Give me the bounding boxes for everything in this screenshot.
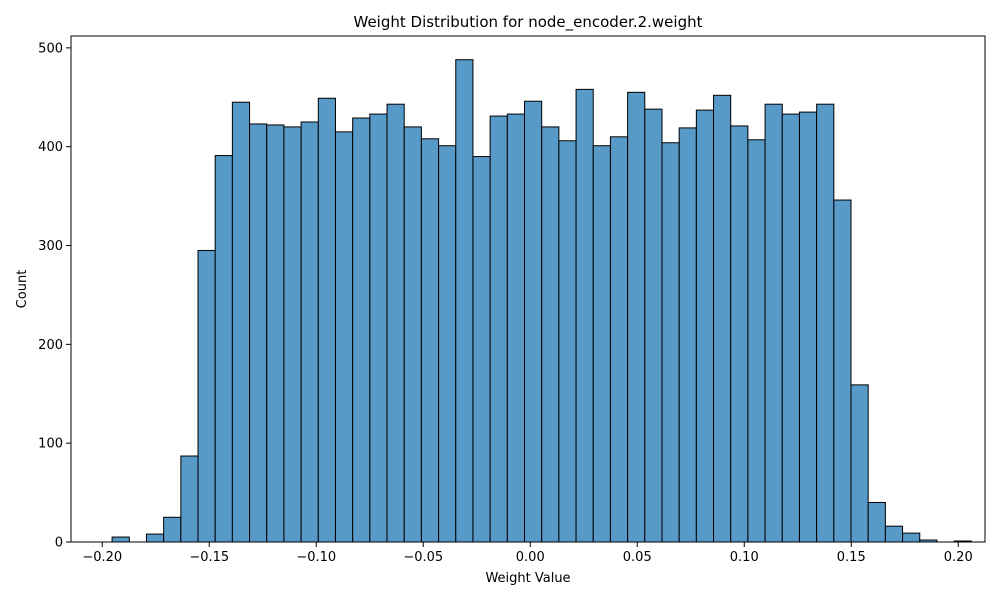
x-tick-label: 0.05 (623, 550, 652, 565)
histogram-bar (541, 126, 560, 543)
y-tick-label: 0 (55, 536, 63, 551)
plot-frame (70, 35, 986, 543)
histogram-bar (438, 145, 457, 543)
y-tick-label: 300 (38, 239, 63, 254)
histogram-bar (489, 115, 508, 543)
x-axis-label: Weight Value (485, 571, 570, 586)
y-tick-label: 400 (38, 140, 63, 155)
histogram-bar (661, 142, 680, 543)
y-tick-label: 100 (38, 437, 63, 452)
histogram-bar (163, 516, 182, 543)
histogram-bar (558, 140, 577, 543)
histogram-bar (197, 249, 216, 543)
x-tick-label: −0.10 (296, 550, 336, 565)
histogram-bar (644, 108, 663, 543)
histogram-bar (764, 103, 783, 543)
histogram-bar (816, 103, 835, 543)
histogram-bar (678, 127, 697, 543)
histogram-bar (609, 136, 629, 543)
y-tick-label: 500 (38, 41, 63, 56)
histogram-bar (455, 59, 474, 543)
histogram-bar (833, 199, 852, 543)
histogram-bar (506, 113, 526, 543)
histogram-bar (850, 384, 869, 543)
x-tick-label: −0.05 (403, 550, 443, 565)
y-tick-label: 200 (38, 338, 63, 353)
x-axis-ticks: −0.20 −0.15 −0.10 −0.05 0.00 0.05 0.10 0.15 0.20 (82, 542, 973, 565)
histogram-bar (884, 525, 904, 543)
histogram-bar (592, 145, 611, 543)
histogram-bar (798, 111, 818, 543)
x-tick-label: 0.20 (944, 550, 973, 565)
histogram-bar (781, 113, 800, 543)
histogram-bar (403, 126, 422, 543)
histogram-bar (369, 113, 388, 543)
histogram-bar (747, 139, 766, 543)
x-tick-label: −0.20 (82, 550, 122, 565)
histogram-bar (902, 532, 921, 543)
histogram-bar (111, 536, 130, 543)
histogram-bar (730, 125, 749, 543)
histogram-bar (386, 103, 405, 543)
histogram-bar (317, 97, 336, 543)
histogram-bar (352, 117, 371, 543)
histogram-bar (231, 101, 251, 543)
histogram-bar (524, 100, 543, 543)
histogram-bar (867, 501, 886, 543)
histogram-bar (334, 131, 354, 543)
histogram-bar (420, 138, 440, 543)
y-axis-ticks: 0 100 200 300 400 500 (38, 41, 71, 551)
histogram-bar (472, 156, 491, 543)
x-tick-label: 0.15 (837, 550, 866, 565)
histogram-bar (266, 124, 285, 543)
bars-group (111, 59, 972, 543)
histogram-bar (180, 455, 199, 543)
chart-title: Weight Distribution for node_encoder.2.w… (354, 13, 703, 32)
histogram-bar (283, 126, 302, 543)
histogram-bar (627, 91, 646, 543)
x-tick-label: 0.00 (516, 550, 545, 565)
histogram-bar (713, 94, 732, 543)
x-tick-label: −0.15 (189, 550, 229, 565)
histogram-bar (300, 121, 319, 543)
histogram-bar (249, 123, 268, 543)
histogram-bar (214, 155, 233, 543)
histogram-bar (695, 109, 715, 543)
y-axis-label: Count (15, 270, 30, 309)
histogram-bar (145, 533, 165, 543)
histogram-bar (575, 88, 594, 543)
x-tick-label: 0.10 (730, 550, 759, 565)
